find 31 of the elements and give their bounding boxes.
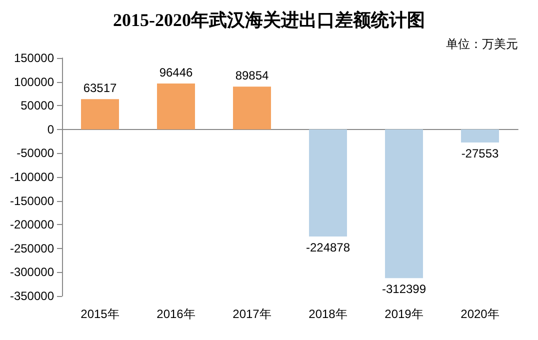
y-tick-label: -50000 [16, 146, 54, 160]
data-label: 96446 [159, 65, 194, 80]
x-tick-label: 2020年 [460, 307, 500, 321]
bar [157, 83, 195, 130]
x-tick-label: 2017年 [232, 307, 272, 321]
bar [81, 99, 119, 130]
bar [309, 129, 347, 236]
y-tick-label: -150000 [10, 194, 54, 208]
text: 单位：万美元 [446, 37, 518, 51]
data-label: -224878 [306, 240, 350, 254]
data-label: 63517 [83, 81, 118, 96]
data-label: -27553 [461, 146, 500, 161]
y-tick-label: -250000 [10, 241, 54, 256]
bar [233, 86, 271, 130]
y-tick-label: 150000 [14, 51, 54, 65]
chart-title: 2015-2020年武汉海关进出口差额统计图 [113, 10, 425, 30]
bar [461, 129, 499, 143]
x-tick-label: 2015年 [80, 307, 120, 321]
x-tick-label: 2019年 [384, 307, 424, 321]
x-tick-label: 2016年 [156, 307, 196, 321]
y-tick-label: 100000 [14, 74, 54, 89]
data-label: 89854 [235, 68, 270, 83]
data-label: -312399 [382, 282, 426, 296]
y-tick-label: 50000 [20, 98, 54, 113]
bar [385, 129, 423, 278]
y-tick-label: -200000 [10, 218, 54, 232]
y-tick-label: -100000 [10, 170, 54, 184]
y-tick-label: 0 [47, 122, 54, 136]
y-tick-label: -300000 [10, 265, 54, 280]
y-tick-label: -350000 [10, 289, 54, 303]
x-tick-label: 2018年 [308, 307, 348, 321]
